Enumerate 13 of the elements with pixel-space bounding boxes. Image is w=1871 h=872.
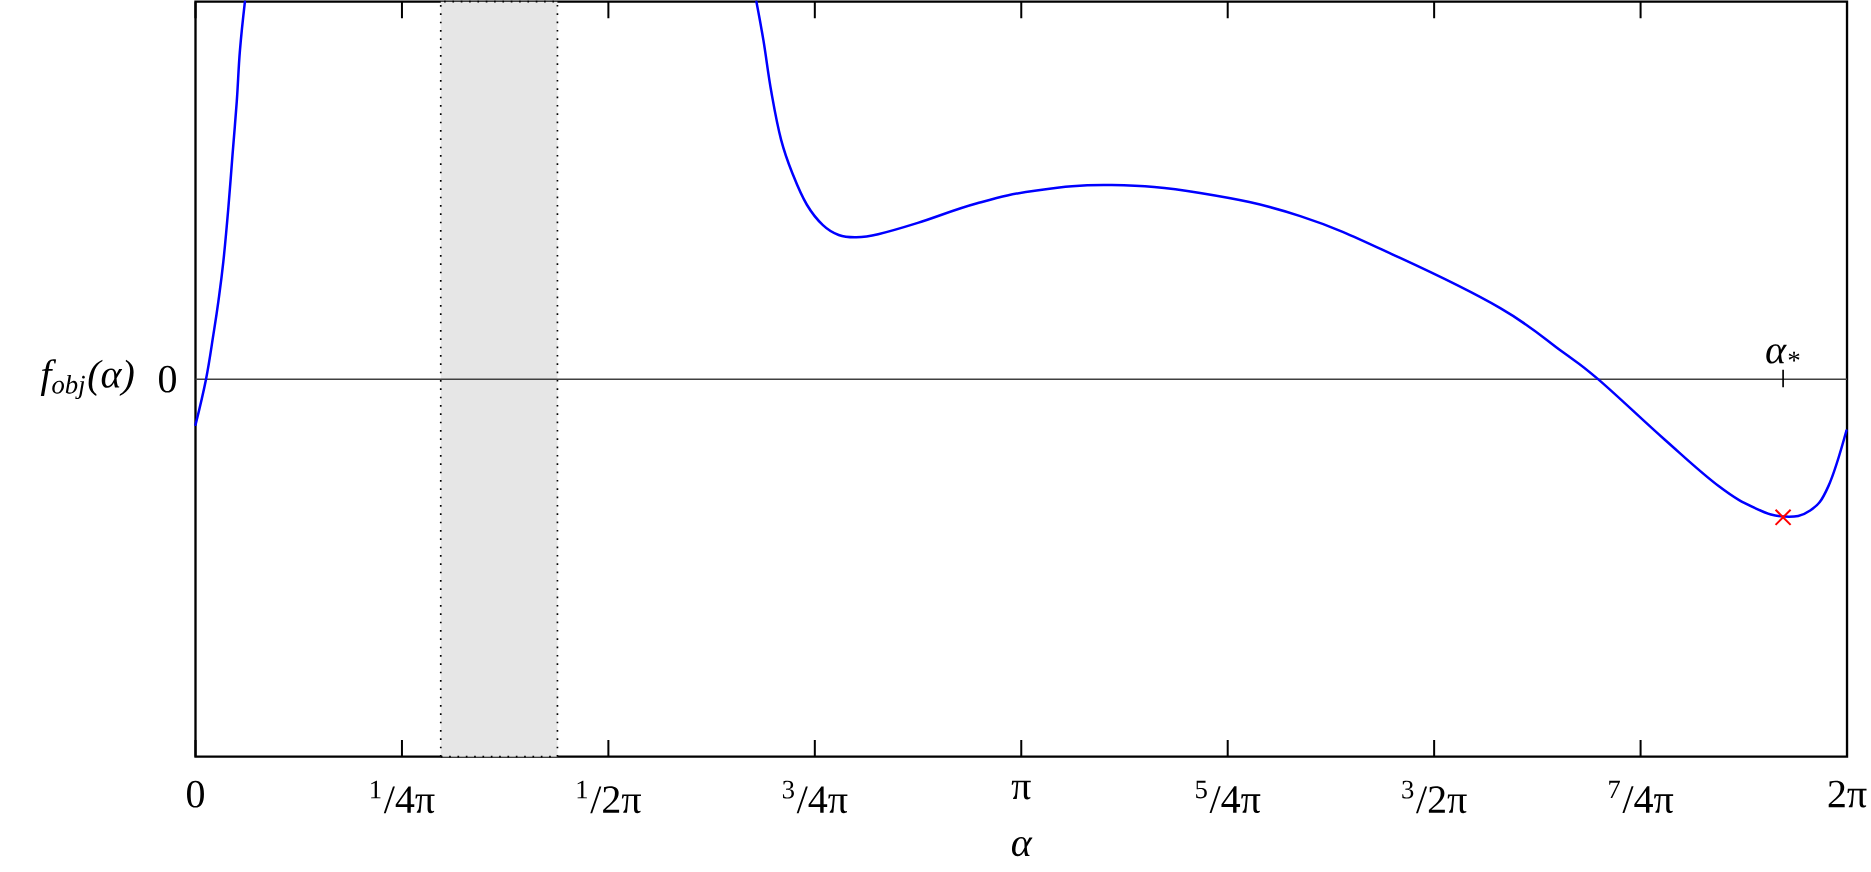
x-tick-label: $^{3}$/4π: [782, 780, 848, 814]
ref-line-label: 0: [159, 365, 176, 393]
x-tick-label: $^{7}$/4π: [1609, 780, 1674, 814]
x-axis-title: α: [1011, 837, 1033, 857]
x-tick-label: $^{5}$/4π: [1196, 780, 1261, 814]
annotation: α$_{*}$: [1766, 344, 1800, 364]
x-tick-label: $^{3}$/2π: [1402, 780, 1467, 814]
x-tick-label: π: [1011, 780, 1031, 800]
x-tick-label: 2π: [1828, 780, 1867, 808]
y-axis-title: f$_{obj}$(α): [40, 359, 134, 400]
x-tick-label: 0: [187, 780, 204, 808]
x-tick-label: $^{1}$/4π: [371, 780, 435, 814]
x-tick-label: $^{1}$/2π: [577, 780, 641, 814]
